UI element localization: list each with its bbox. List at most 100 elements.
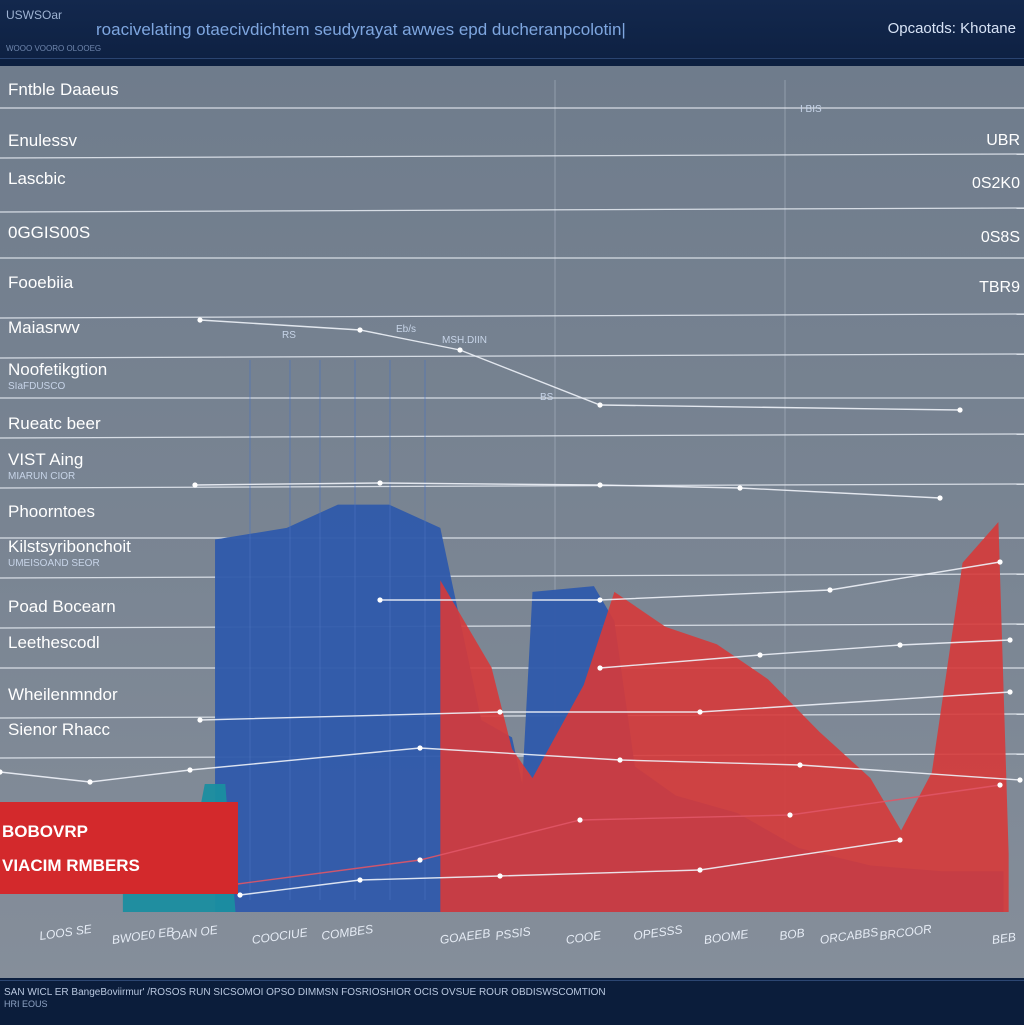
right-value: UBR: [986, 132, 1020, 149]
row-label: Poad Bocearn: [8, 597, 116, 616]
row-label: Fooebiia: [8, 273, 74, 292]
right-value: TBR9: [979, 279, 1020, 296]
row-label: Enulessv: [8, 131, 77, 150]
row-guide-line: [0, 623, 1024, 629]
row-label: Lascbic: [8, 169, 66, 188]
trend-point: [597, 402, 603, 408]
legend-banner: [0, 802, 238, 894]
row-guide-line: [0, 713, 1024, 719]
trend-point: [187, 767, 193, 773]
x-tick-label: GOAEEB: [439, 926, 491, 947]
trend-point: [457, 347, 463, 353]
row-label: Leethescodl: [8, 633, 100, 652]
header-bar: USWSOar WOOO VOORO OLOOEG roacivelating …: [0, 0, 1024, 59]
x-tick-label: ORCABBS: [819, 925, 879, 947]
right-top-tick: I BIS: [800, 104, 822, 115]
trend-point: [597, 597, 603, 603]
x-tick-label: BRCOOR: [878, 922, 932, 943]
x-tick-label: COOE: [565, 928, 603, 947]
trend-point: [957, 407, 963, 413]
banner-line-2: VIACIM RMBERS: [2, 856, 140, 875]
x-tick-label: COMBES: [320, 922, 373, 943]
trend-point: [937, 495, 943, 501]
row-sublabel: UMEISOAND SEOR: [8, 558, 100, 569]
trend-point: [897, 642, 903, 648]
right-value: 0S2K0: [972, 175, 1020, 192]
brand-subtitle: WOOO VOORO OLOOEG: [6, 44, 102, 53]
trend-point: [997, 559, 1003, 565]
banner-line-1: BOBOVRP: [2, 822, 88, 841]
trend-point: [787, 812, 793, 818]
trend-point: [417, 857, 423, 863]
trend-point: [1007, 689, 1013, 695]
trend-point: [357, 327, 363, 333]
row-label: Wheilenmndor: [8, 685, 118, 704]
peak-label: MSH.DIIN: [442, 335, 487, 346]
trend-point: [417, 745, 423, 751]
x-tick-label: BEB: [991, 930, 1017, 947]
trend-point: [697, 867, 703, 873]
row-label: Maiasrwv: [8, 318, 80, 337]
row-label: 0GGIS00S: [8, 223, 90, 242]
chart-title: roacivelating otaecivdichtem seudyrayat …: [96, 20, 626, 39]
trend-point: [697, 709, 703, 715]
trend-line: [199, 691, 1011, 721]
series-area-2: [440, 522, 1009, 912]
row-guide-line: [0, 433, 1024, 439]
trend-point: [737, 485, 743, 491]
row-guide-line: [0, 207, 1024, 213]
trend-point: [497, 873, 503, 879]
row-label: Fntble Daaeus: [8, 80, 119, 99]
trend-point: [797, 762, 803, 768]
x-tick-label: BWOE0 EB: [111, 924, 175, 947]
x-tick-label: OPESSS: [632, 922, 683, 943]
trend-point: [617, 757, 623, 763]
trend-point: [757, 652, 763, 658]
trend-point: [0, 769, 3, 775]
row-guide-line: [0, 573, 1024, 579]
row-label: Kilstsyribonchoit: [8, 537, 131, 556]
trend-point: [377, 480, 383, 486]
row-label: Sienor Rhacc: [8, 720, 111, 739]
row-guide-line: [0, 483, 1024, 489]
x-tick-label: PSSIS: [494, 924, 531, 943]
footer-caption: SAN WICL ER BangeBoviirmur' /ROSOS RUN S…: [4, 987, 606, 998]
trend-point: [497, 709, 503, 715]
x-tick-label: OAN OE: [170, 922, 219, 942]
trend-point: [192, 482, 198, 488]
row-sublabel: SIaFDUSCO: [8, 381, 65, 392]
row-label: VIST Aing: [8, 450, 83, 469]
trend-point: [237, 892, 243, 898]
trend-point: [1017, 777, 1023, 783]
trend-point: [827, 587, 833, 593]
row-label: Phoorntoes: [8, 502, 95, 521]
trend-point: [197, 317, 203, 323]
footer-caption-2: HRI EOUS: [4, 999, 48, 1009]
trend-point: [997, 782, 1003, 788]
peak-label: RS: [282, 330, 296, 341]
right-value: 0S8S: [981, 229, 1020, 246]
row-guide-line: [0, 313, 1024, 319]
trend-point: [897, 837, 903, 843]
trend-point: [377, 597, 383, 603]
x-tick-label: LOOS SE: [38, 922, 93, 943]
trend-line: [199, 319, 961, 411]
x-tick-label: COOCIUE: [251, 925, 309, 947]
trend-point: [197, 717, 203, 723]
trend-point: [597, 482, 603, 488]
trend-point: [577, 817, 583, 823]
row-guide-line: [0, 353, 1024, 359]
row-sublabel: MIARUN CIOR: [8, 471, 75, 482]
trend-line: [380, 561, 1001, 601]
peak-label: BS: [540, 392, 554, 403]
trend-point: [1007, 637, 1013, 643]
trend-line: [599, 639, 1011, 669]
x-tick-label: BOB: [778, 926, 805, 943]
peak-label: Eb/s: [396, 324, 416, 335]
x-tick-label: BOOME: [703, 927, 750, 947]
trend-point: [357, 877, 363, 883]
trend-point: [597, 665, 603, 671]
footer-bar: [0, 980, 1024, 1025]
trend-point: [87, 779, 93, 785]
